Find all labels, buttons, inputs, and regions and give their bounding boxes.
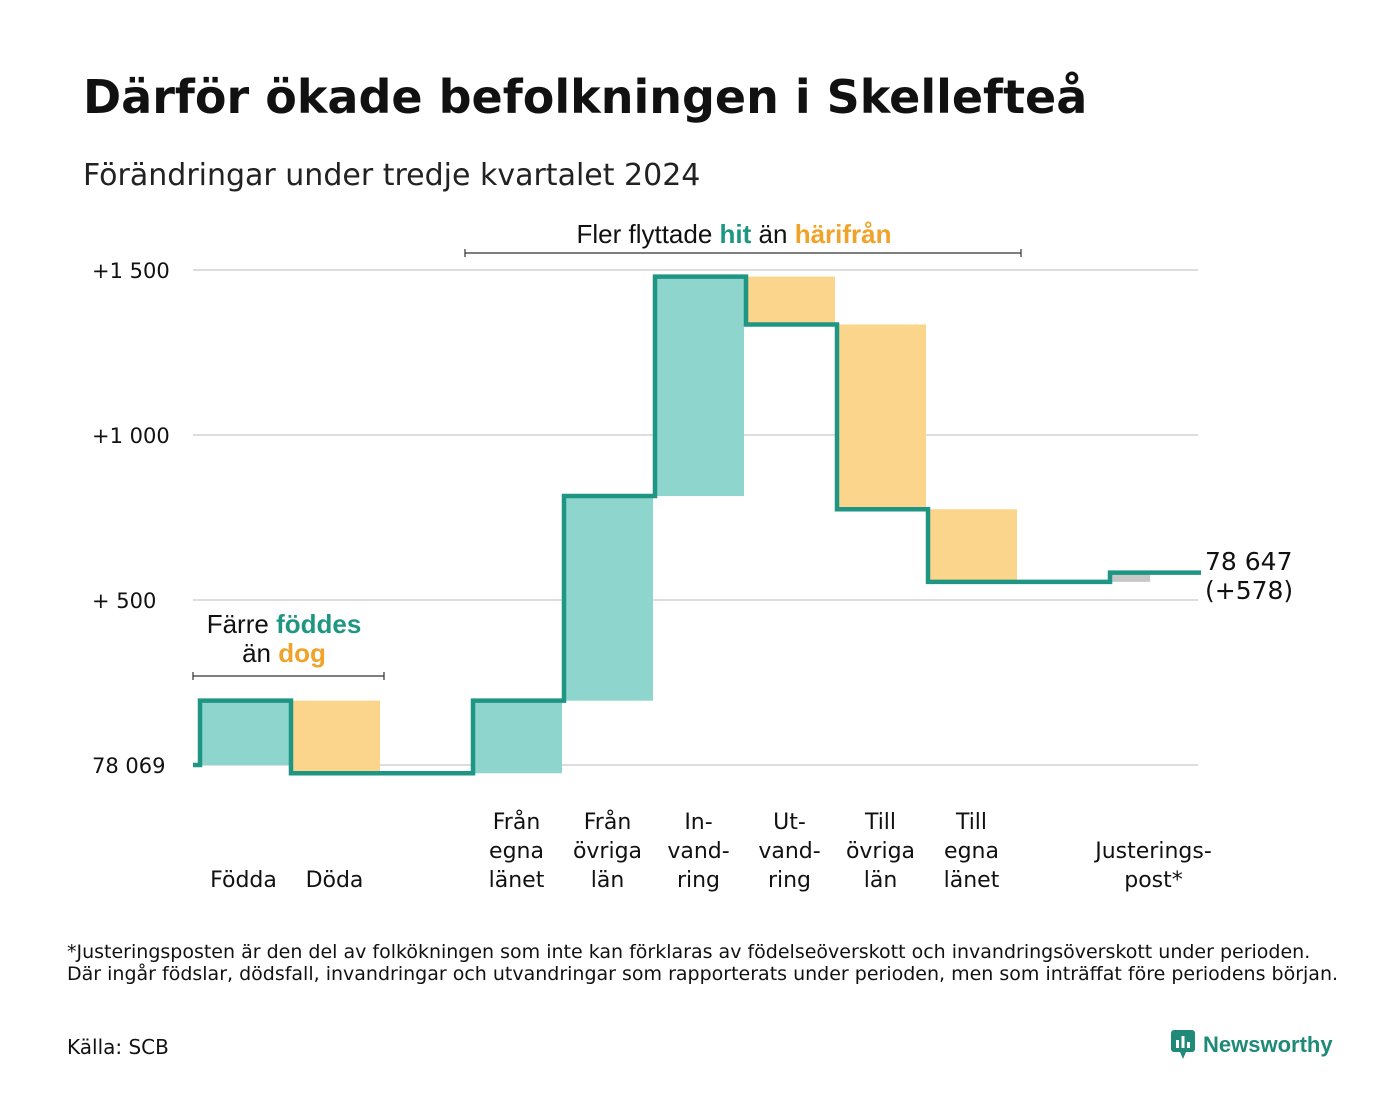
y-tick-label-0: 78 069 [92, 754, 165, 778]
bar-4 [564, 496, 653, 701]
category-label-4-1: övriga [573, 839, 642, 864]
category-label-6-0: Ut- [773, 810, 806, 835]
end-value-label: 78 647 [1205, 547, 1292, 576]
category-label-8-1: egna [944, 839, 999, 864]
bar-6 [746, 276, 835, 325]
bar-0 [200, 700, 289, 765]
category-label-6-1: vand- [758, 839, 820, 864]
net-change-label: (+578) [1205, 576, 1293, 605]
migration-annotation-middle: än [759, 219, 788, 249]
category-label-3-2: länet [489, 868, 545, 893]
migration-annotation: Fler flyttade hit än härifrån [464, 219, 1022, 257]
bar-10 [1110, 572, 1151, 582]
bar-8 [928, 509, 1017, 582]
migration-annotation-text: Fler flyttade hit än härifrån [576, 219, 891, 249]
category-label-8-0: Till [955, 810, 987, 835]
category-label-layer: Födda Döda Från egna länet Från övriga län In-va… [210, 809, 1212, 893]
cumulative-line [193, 274, 1201, 776]
natural-annotation-prefix: Färre [207, 609, 269, 639]
category-label-4-0: Från [584, 809, 632, 835]
category-label-5-0: In- [684, 810, 712, 835]
category-label-4-2: län [591, 868, 625, 893]
newsworthy-chart-icon [1171, 1030, 1195, 1059]
line-layer [193, 274, 1201, 776]
bar-3 [473, 700, 562, 774]
category-label-7-1: övriga [846, 839, 915, 864]
category-label-3-0: Från [493, 809, 541, 835]
footnote: *Justeringsposten är den del av folkökni… [67, 941, 1339, 985]
bar-7 [837, 324, 926, 510]
y-tick-label-2: +1 000 [92, 424, 170, 448]
bar-5 [655, 276, 744, 497]
source-label: Källa: SCB [67, 1035, 169, 1059]
natural-annotation-line2: än dog [242, 638, 326, 668]
natural-annotation-dog: dog [278, 638, 326, 668]
brand-logo: Newsworthy [1171, 1030, 1333, 1060]
y-tick-label-3: +1 500 [92, 259, 170, 283]
category-label-0-0: Födda [210, 868, 277, 893]
natural-annotation-an: än [242, 638, 271, 668]
category-label-7-0: Till [864, 810, 896, 835]
bar-1 [291, 700, 380, 774]
category-label-6-2: ring [768, 868, 811, 893]
waterfall-chart: 78 069 + 500 +1 000 +1 500 Födda Döda Från egn… [92, 219, 1293, 893]
natural-annotation-line1: Färre föddes [207, 609, 362, 639]
chart-title: Därför ökade befolkningen i Skellefteå [83, 70, 1088, 124]
category-label-10-1: post* [1124, 868, 1183, 893]
category-label-7-2: län [864, 868, 898, 893]
tick-layer: 78 069 + 500 +1 000 +1 500 [92, 259, 170, 778]
brand-name: Newsworthy [1203, 1032, 1333, 1057]
y-tick-label-1: + 500 [92, 589, 156, 613]
category-label-5-1: vand- [667, 839, 729, 864]
category-label-3-1: egna [489, 839, 544, 864]
migration-annotation-harifran: härifrån [795, 219, 892, 249]
natural-annotation: Färre föddes än dog [192, 609, 385, 680]
chart-subtitle: Förändringar under tredje kvartalet 2024 [83, 158, 701, 193]
category-label-1-0: Döda [306, 868, 364, 893]
bar-layer [200, 276, 1151, 774]
category-label-8-2: länet [944, 868, 1000, 893]
migration-annotation-hit: hit [720, 219, 752, 249]
natural-annotation-fodd: föddes [276, 609, 361, 639]
category-label-5-2: ring [677, 868, 720, 893]
category-label-10-0: Justerings- [1093, 839, 1212, 864]
migration-annotation-prefix: Fler flyttade [576, 219, 712, 249]
